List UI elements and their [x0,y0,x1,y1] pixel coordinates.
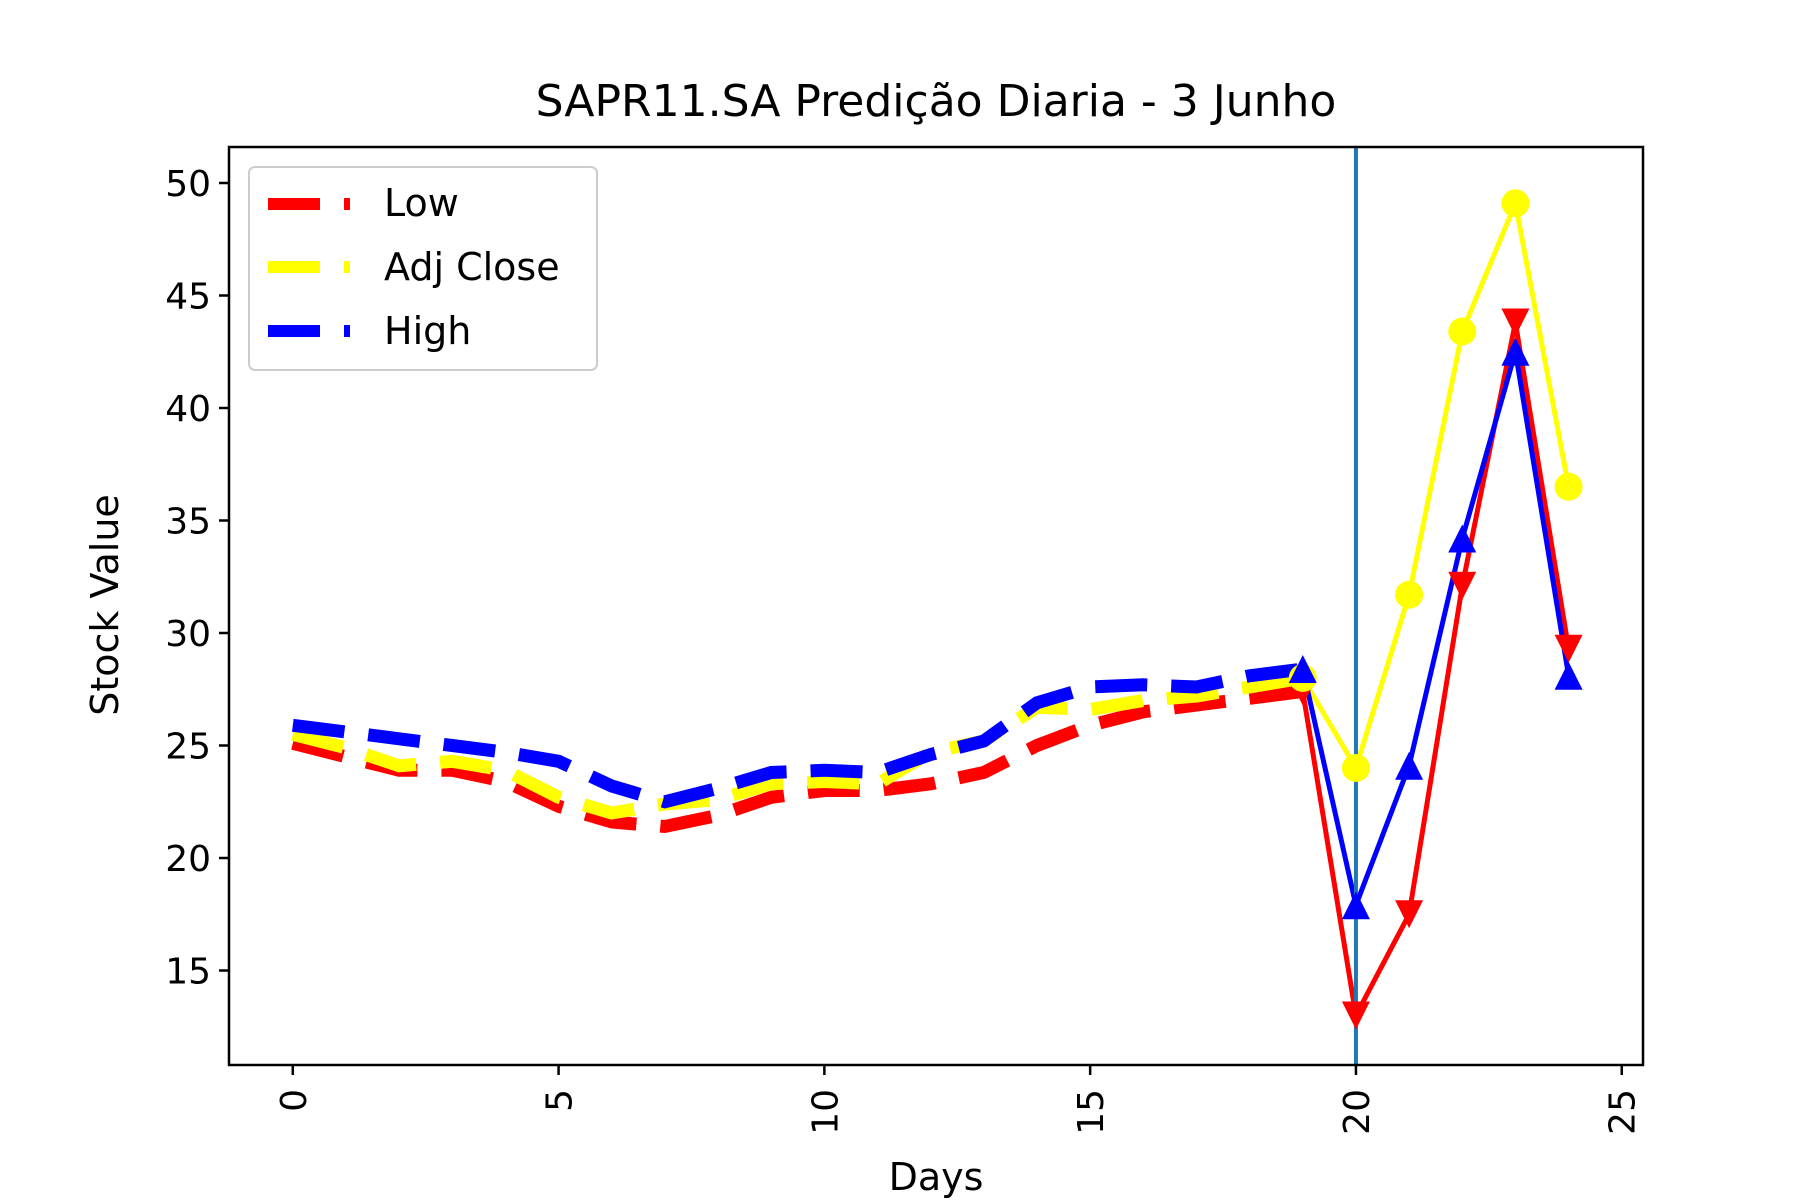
point-adj-close-4 [1501,189,1530,218]
y-tick-label-30: 30 [165,614,211,655]
x-tick-label-20: 20 [1337,1089,1378,1135]
point-high-2 [1395,751,1424,780]
point-adj-close-1 [1341,754,1370,782]
legend-label-adj-close: Adj Close [384,245,560,289]
plot-area [291,147,1583,1065]
x-tick-label-10: 10 [805,1089,846,1135]
point-adj-close-2 [1395,580,1424,609]
y-tick-label-15: 15 [165,952,211,993]
point-high-0 [1288,655,1317,683]
point-high-3 [1448,524,1477,553]
legend-label-high: High [384,309,471,353]
y-tick-label-25: 25 [165,727,211,768]
y-tick-label-35: 35 [165,502,211,543]
point-low-1 [1341,1001,1370,1030]
y-tick-label-20: 20 [165,839,211,880]
legend-label-low: Low [384,181,459,225]
series-line-high-history [291,662,1304,809]
x-tick-label-15: 15 [1071,1089,1112,1135]
point-high-5 [1554,661,1583,690]
y-axis-label: Stock Value [83,494,127,716]
x-tick-label-25: 25 [1603,1089,1644,1135]
point-adj-close-3 [1448,317,1477,346]
point-low-4 [1501,308,1530,337]
legend-box [248,166,598,371]
series-line-high-prediction [1300,349,1572,908]
point-low-2 [1395,900,1424,929]
x-axis-label: Days [889,1155,984,1199]
legend: Low Adj Close High [248,166,598,371]
plot-frame [227,145,1645,1067]
y-tick-label-50: 50 [165,164,211,205]
series-line-low-history [291,685,1304,834]
y-tick-label-45: 45 [165,277,211,318]
point-high-1 [1341,891,1370,920]
point-adj-close-5 [1554,472,1583,501]
chart-title: SAPR11.SA Predição Diaria - 3 Junho [536,76,1337,127]
series-line-adj-close-prediction [1300,200,1572,771]
series-line-low-prediction [1300,320,1572,1018]
series-line-adj-close-history [291,671,1304,820]
x-tick-label-5: 5 [540,1089,581,1112]
point-low-5 [1554,634,1583,663]
axis-ticks: 0 5 10 15 20 25 15 20 25 30 35 40 45 50 [165,164,1644,1135]
y-tick-label-40: 40 [165,389,211,430]
point-high-4 [1501,337,1530,366]
x-tick-label-0: 0 [274,1089,315,1112]
point-low-3 [1448,571,1477,600]
